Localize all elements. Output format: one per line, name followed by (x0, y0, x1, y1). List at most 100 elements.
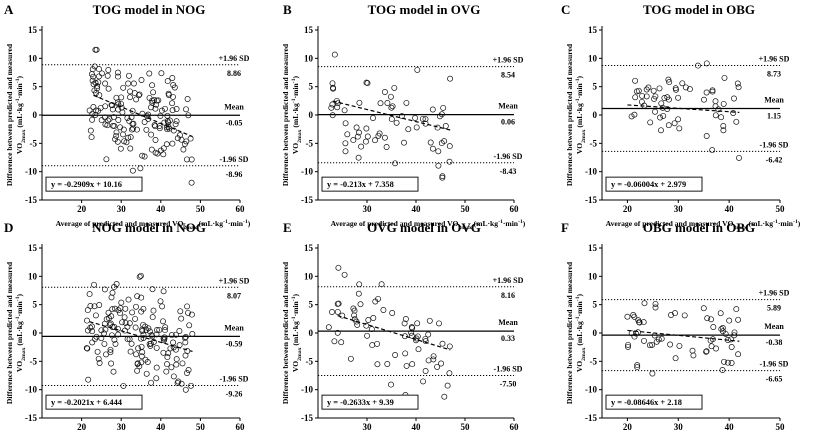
data-point (378, 281, 385, 288)
data-point (138, 294, 145, 301)
x-tick-label: 30 (117, 422, 127, 432)
y-tick-label: -10 (301, 385, 313, 395)
data-point (429, 145, 436, 152)
data-point (115, 73, 121, 80)
data-point (363, 79, 370, 86)
data-point (189, 331, 196, 337)
data-point (681, 312, 688, 319)
data-point (388, 116, 395, 123)
data-point (114, 69, 121, 76)
data-point (436, 320, 442, 327)
data-point (441, 393, 448, 400)
data-point (393, 119, 400, 126)
regression-equation: y = -0.2633x + 9.39 (327, 398, 394, 407)
data-point (169, 107, 176, 114)
data-point (331, 51, 338, 58)
data-point (105, 85, 112, 92)
data-point (735, 316, 742, 323)
data-point (435, 162, 442, 169)
data-point (354, 321, 361, 328)
data-point (628, 330, 635, 337)
data-point (630, 312, 637, 318)
panel-letter: A (4, 2, 14, 17)
data-point (144, 359, 151, 365)
upper-loa-label: +1.96 SD (759, 289, 790, 298)
data-point (335, 264, 342, 271)
data-point (93, 90, 100, 96)
upper-loa-value: 8.16 (501, 291, 515, 300)
y-axis-label-units: VO2max (mL·kg-1·min-1) (575, 293, 587, 372)
data-point (356, 129, 362, 136)
y-axis-label: Difference between predicted and measure… (281, 43, 290, 186)
data-point (169, 140, 176, 147)
data-point (341, 107, 348, 114)
data-point (370, 115, 376, 121)
data-point (111, 336, 118, 343)
data-point (96, 66, 102, 73)
data-point (164, 118, 171, 125)
data-point (103, 351, 109, 358)
data-point (712, 98, 719, 105)
x-tick-label: 40 (412, 422, 422, 432)
data-point (182, 339, 189, 346)
data-point (422, 116, 429, 123)
x-tick-label: 40 (725, 204, 735, 214)
data-point (351, 316, 358, 323)
data-point (102, 80, 109, 87)
x-tick-label: 50 (461, 204, 471, 214)
data-point (173, 356, 180, 363)
y-axis-label-units: VO2max (mL·kg-1·min-1) (15, 293, 27, 372)
data-point (358, 143, 365, 150)
data-point (708, 316, 715, 323)
data-point (160, 318, 166, 325)
data-point (440, 104, 447, 111)
data-point (734, 80, 741, 87)
data-point (160, 151, 167, 158)
data-point (170, 93, 176, 100)
data-point (403, 99, 410, 106)
data-point (149, 314, 156, 321)
data-point (720, 100, 727, 107)
data-point (728, 344, 735, 350)
data-point (721, 74, 728, 81)
data-point (118, 94, 125, 101)
data-point (159, 303, 166, 310)
data-point (703, 60, 710, 67)
data-point (430, 356, 437, 363)
chart-panel-b: B TOG model in OVG -15 -10 -5 0 5 10 15 30 40 50 60 A… (281, 2, 526, 231)
data-point (719, 367, 726, 373)
data-point (96, 73, 102, 80)
data-point (724, 359, 731, 366)
x-axis-label: Average of predicted and measured VO2max… (56, 219, 251, 231)
data-point (143, 326, 150, 333)
x-tick-label: 20 (623, 204, 633, 214)
y-axis-label: Difference between predicted and measure… (565, 43, 574, 186)
data-point (141, 119, 148, 125)
x-tick-label: 30 (363, 204, 373, 214)
data-point (401, 320, 408, 327)
data-point (703, 133, 710, 139)
data-point (439, 340, 446, 347)
data-point (363, 125, 370, 132)
regression-line (627, 329, 740, 342)
data-point (137, 165, 144, 172)
x-tick-label: 60 (236, 204, 246, 214)
data-point (132, 324, 139, 331)
data-point (173, 331, 179, 338)
x-tick-label: 40 (412, 204, 422, 214)
y-tick-label: 5 (593, 300, 598, 310)
data-point (98, 117, 105, 124)
data-point (391, 84, 398, 91)
x-tick-label: 60 (236, 422, 246, 432)
data-point (89, 323, 95, 330)
data-point (354, 133, 361, 140)
data-point (657, 114, 664, 121)
data-point (381, 89, 388, 95)
data-point (147, 340, 154, 347)
data-point (631, 111, 638, 118)
data-point (84, 317, 90, 324)
data-point (665, 122, 672, 129)
data-point (364, 332, 371, 339)
data-point (671, 120, 678, 127)
data-point (133, 126, 140, 133)
